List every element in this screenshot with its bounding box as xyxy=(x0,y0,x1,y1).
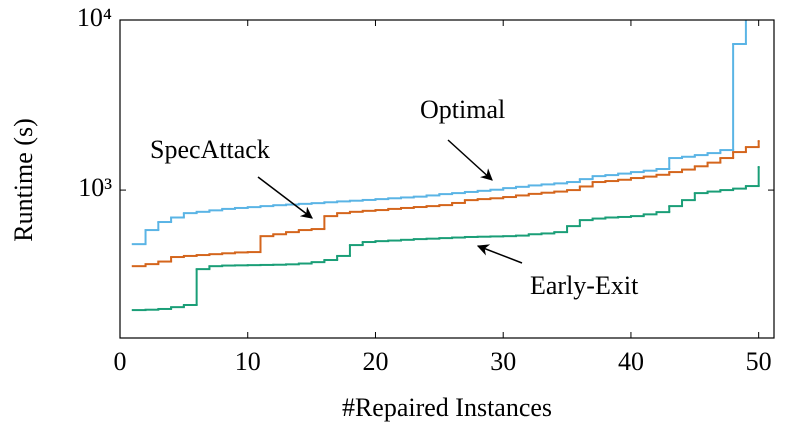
plot-area xyxy=(131,20,760,312)
series xyxy=(131,166,760,312)
x-tick-label: 0 xyxy=(114,347,127,376)
x-tick-label: 40 xyxy=(618,347,644,376)
x-tick-label: 50 xyxy=(746,347,772,376)
series xyxy=(131,140,760,268)
annotation-arrow xyxy=(447,139,493,181)
annotation: Optimal xyxy=(420,95,505,124)
x-tick-label: 30 xyxy=(490,347,516,376)
y-tick-label: 10⁴ xyxy=(77,3,112,32)
annotation-arrow xyxy=(257,176,313,219)
annotation: Early-Exit xyxy=(530,271,639,300)
y-axis-label: Runtime (s) xyxy=(9,118,38,242)
series xyxy=(131,20,747,246)
y-tick-label: 10³ xyxy=(78,173,112,202)
x-tick-label: 10 xyxy=(235,347,261,376)
x-tick-label: 20 xyxy=(362,347,388,376)
axes-frame xyxy=(119,19,775,339)
annotation-arrow xyxy=(476,244,523,264)
x-axis-label: #Repaired Instances xyxy=(342,393,552,422)
annotation: SpecAttack xyxy=(150,135,270,164)
